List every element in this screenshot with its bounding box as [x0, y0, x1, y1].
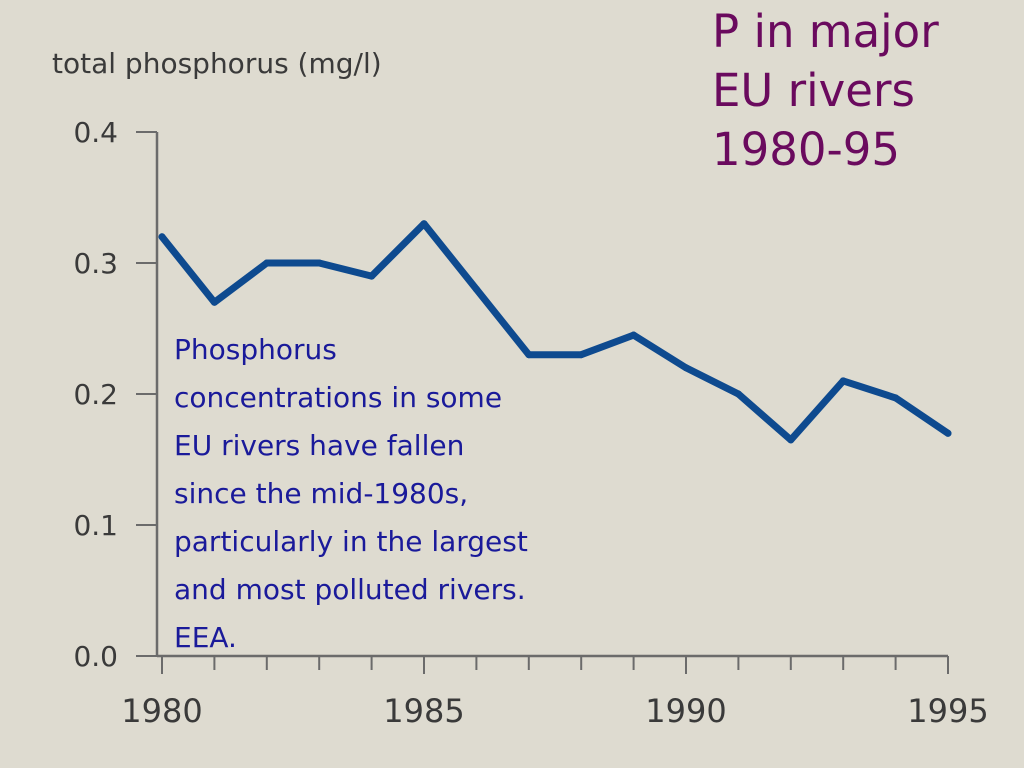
axes: 0.0 0.1 0.2 0.3 0.4 1980 1985 1990 1995: [73, 116, 988, 730]
slide-title-line: P in major: [712, 5, 939, 58]
annotation-line: particularly in the largest: [174, 525, 528, 558]
annotation-line: EU rivers have fallen: [174, 429, 465, 462]
data-point: [630, 331, 638, 339]
data-point: [892, 394, 900, 402]
data-point: [577, 351, 585, 359]
annotation-line: EEA.: [174, 621, 237, 654]
series-line: [158, 220, 952, 444]
y-tick-label: 0.2: [73, 378, 118, 411]
data-point: [787, 436, 795, 444]
slide-title-line: EU rivers: [712, 64, 915, 117]
annotation-text: Phosphorus concentrations in some EU riv…: [174, 326, 674, 662]
data-point: [944, 429, 952, 437]
annotation-line: and most polluted rivers.: [174, 573, 526, 606]
data-point: [263, 259, 271, 267]
y-tick-label: 0.3: [73, 247, 118, 280]
y-tick-label: 0.4: [73, 116, 118, 149]
slide-title-line: 1980-95: [712, 123, 901, 176]
data-point: [315, 259, 323, 267]
data-point: [158, 233, 166, 241]
data-point: [368, 272, 376, 280]
annotation-line: since the mid-1980s,: [174, 477, 469, 510]
slide-title: P in major EU rivers 1980-95: [712, 2, 1022, 179]
y-tick-label: 0.0: [73, 640, 118, 673]
data-point: [682, 364, 690, 372]
x-tick-label: 1980: [121, 692, 202, 730]
data-point: [472, 285, 480, 293]
x-tick-label: 1985: [383, 692, 464, 730]
data-point: [734, 390, 742, 398]
y-tick-label: 0.1: [73, 509, 118, 542]
data-point: [210, 298, 218, 306]
series-group: [158, 220, 952, 444]
annotation-line: concentrations in some: [174, 381, 503, 414]
x-tick-label: 1990: [645, 692, 726, 730]
annotation-line: Phosphorus: [174, 333, 337, 366]
data-point: [525, 351, 533, 359]
data-point: [839, 377, 847, 385]
y-axis-label: total phosphorus (mg/l): [52, 47, 382, 80]
x-tick-label: 1995: [907, 692, 988, 730]
data-point: [420, 220, 428, 228]
